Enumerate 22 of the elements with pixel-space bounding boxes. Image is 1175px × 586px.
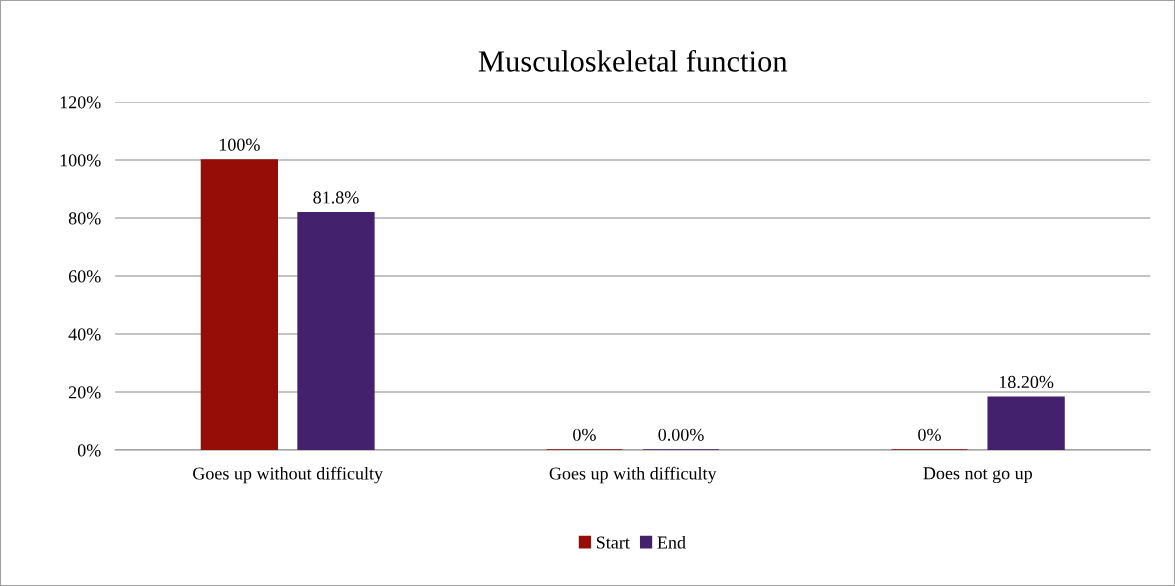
- x-tick-label: Goes up without difficulty: [193, 466, 383, 484]
- y-tick-label: 100%: [60, 154, 101, 167]
- data-label: 0%: [918, 428, 941, 441]
- chart-title: Musculoskeletal function: [478, 49, 788, 72]
- legend-label: End: [657, 535, 686, 549]
- y-tick-label: 80%: [68, 212, 101, 225]
- data-label: 100%: [219, 138, 260, 151]
- x-tick-label: Does not go up: [923, 467, 1033, 484]
- data-label: 0%: [573, 428, 596, 441]
- legend-label: Start: [596, 536, 630, 549]
- bar: [987, 396, 1065, 451]
- bar: [200, 159, 279, 451]
- data-label: 81.8%: [313, 191, 359, 204]
- y-tick-label: 40%: [68, 328, 101, 341]
- data-label: 0.00%: [658, 428, 704, 441]
- y-tick-label: 120%: [60, 96, 101, 109]
- y-tick-label: 0%: [77, 444, 101, 457]
- y-tick-label: 60%: [68, 270, 101, 283]
- data-label: 18.20%: [999, 375, 1054, 389]
- y-tick-label: 20%: [68, 386, 101, 399]
- bar: [297, 212, 375, 451]
- x-tick-label: Goes up with difficulty: [549, 466, 717, 484]
